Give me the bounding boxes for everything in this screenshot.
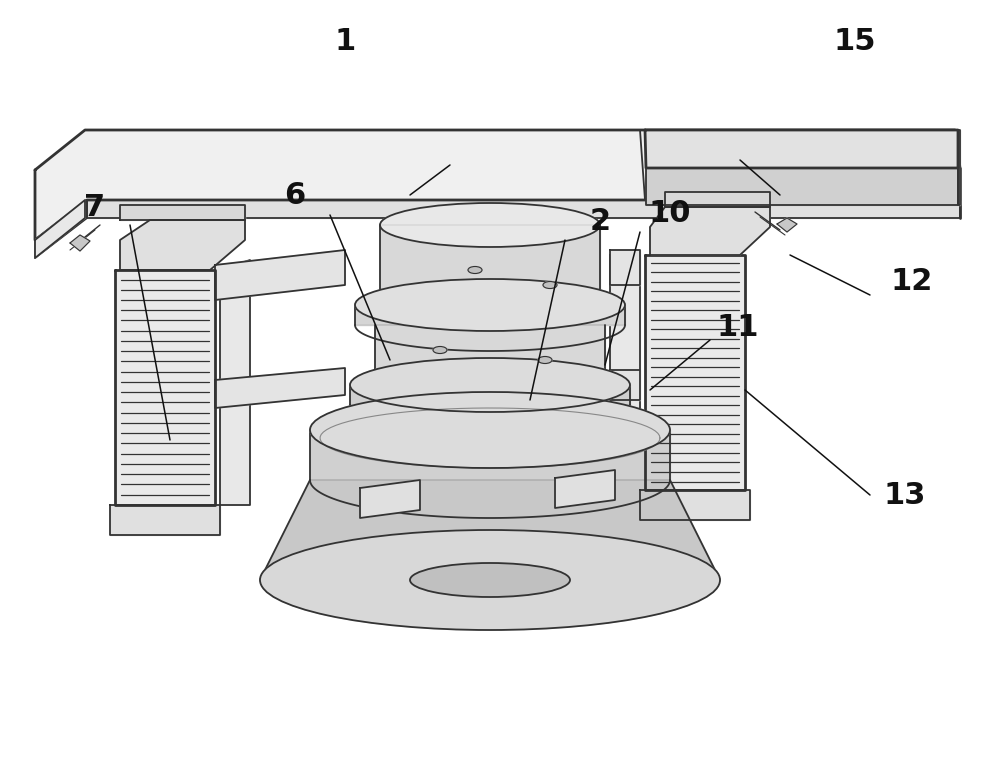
Text: 7: 7: [84, 192, 106, 222]
Polygon shape: [260, 480, 720, 580]
Polygon shape: [610, 255, 640, 490]
Polygon shape: [35, 200, 87, 258]
Text: 2: 2: [589, 207, 611, 236]
Ellipse shape: [410, 563, 570, 597]
Polygon shape: [120, 220, 245, 270]
Polygon shape: [665, 192, 770, 207]
Ellipse shape: [538, 357, 552, 363]
Text: 10: 10: [649, 199, 691, 229]
Text: 1: 1: [334, 28, 356, 56]
Polygon shape: [640, 490, 750, 520]
Polygon shape: [360, 480, 420, 518]
Polygon shape: [310, 430, 670, 480]
Polygon shape: [215, 250, 345, 300]
Polygon shape: [70, 235, 90, 251]
Polygon shape: [555, 470, 615, 508]
Polygon shape: [120, 205, 245, 220]
Polygon shape: [645, 255, 745, 490]
Ellipse shape: [260, 530, 720, 630]
Polygon shape: [395, 405, 585, 430]
Polygon shape: [110, 505, 220, 535]
Polygon shape: [350, 385, 630, 405]
Polygon shape: [610, 250, 640, 285]
Polygon shape: [355, 305, 625, 325]
Text: 6: 6: [284, 182, 306, 210]
Polygon shape: [35, 130, 960, 240]
Ellipse shape: [433, 346, 447, 353]
Text: 11: 11: [717, 313, 759, 343]
Ellipse shape: [350, 358, 630, 412]
Polygon shape: [645, 130, 958, 168]
Polygon shape: [380, 225, 600, 305]
Polygon shape: [115, 270, 215, 505]
Text: 15: 15: [834, 28, 876, 56]
Polygon shape: [87, 200, 960, 218]
Ellipse shape: [543, 282, 557, 289]
Ellipse shape: [468, 266, 482, 273]
Text: 12: 12: [891, 267, 933, 296]
Polygon shape: [650, 207, 770, 255]
Polygon shape: [646, 168, 958, 205]
Text: 13: 13: [884, 480, 926, 510]
Polygon shape: [220, 260, 250, 505]
Polygon shape: [215, 368, 345, 408]
Ellipse shape: [310, 392, 670, 468]
Ellipse shape: [380, 203, 600, 247]
Polygon shape: [375, 325, 605, 385]
Polygon shape: [610, 370, 640, 400]
Ellipse shape: [355, 279, 625, 331]
Polygon shape: [958, 130, 960, 205]
Polygon shape: [777, 218, 797, 232]
Polygon shape: [35, 200, 85, 258]
